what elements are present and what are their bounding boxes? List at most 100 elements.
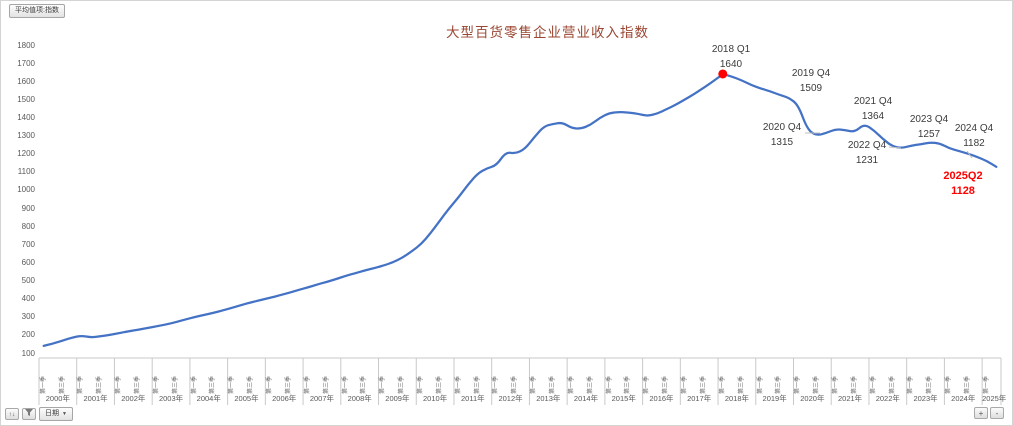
x-axis-year-label: 2022年	[875, 394, 900, 403]
annotation-category: 2020 Q4	[762, 122, 802, 133]
y-axis-tick-label: 1000	[17, 185, 35, 195]
x-axis-quarter-label: 第三季	[625, 375, 632, 394]
annotation-value: 1640	[719, 58, 743, 70]
x-axis-quarter-label: 第一季	[493, 375, 500, 394]
x-axis-quarter-label: 第三季	[210, 375, 217, 394]
date-field-label: 日期	[45, 410, 59, 417]
x-axis-quarter-label: 第三季	[436, 375, 443, 394]
x-axis-quarter-label: 第一季	[153, 375, 160, 394]
sort-arrows-icon: ↑↓	[8, 410, 16, 418]
x-axis-quarter-label: 第三季	[361, 375, 368, 394]
x-axis-quarter-label: 第三季	[663, 375, 670, 394]
x-axis-year-label: 2013年	[536, 394, 561, 403]
x-axis-quarter-label: 第三季	[135, 375, 142, 394]
x-axis-quarter-label: 第一季	[417, 375, 424, 394]
x-axis-year-label: 2002年	[121, 394, 146, 403]
x-axis-quarter-label: 第一季	[191, 375, 198, 394]
y-axis-tick-label: 400	[21, 294, 35, 304]
x-axis-year-label: 2014年	[573, 394, 599, 403]
x-axis-year-label: 2025年	[982, 394, 1007, 403]
x-axis-quarter-label: 第一季	[116, 375, 123, 394]
x-axis-quarter-label: 第一季	[908, 375, 915, 394]
x-axis-quarter-label: 第三季	[700, 375, 707, 394]
filter-button[interactable]	[22, 408, 36, 420]
y-axis-tick-label: 1600	[17, 76, 35, 86]
chevron-down-icon: ▼	[62, 411, 67, 417]
data-annotation: 2019 Q4 1509	[751, 67, 871, 96]
y-axis-tick-label: 1200	[17, 149, 35, 159]
annotation-category: 2024 Q4	[954, 123, 994, 134]
annotation-category: 2018 Q1	[711, 44, 751, 55]
x-axis-quarter-label: 第三季	[738, 375, 745, 394]
x-axis-year-label: 2024年	[951, 394, 976, 403]
x-axis-quarter-label: 第一季	[870, 375, 877, 394]
x-axis-quarter-label: 第三季	[248, 375, 255, 394]
x-axis-quarter-label: 第三季	[512, 375, 519, 394]
x-axis-quarter-label: 第一季	[568, 375, 575, 394]
data-annotation: 2020 Q4 1315	[722, 121, 842, 150]
date-axis-field-button[interactable]: 日期 ▼	[39, 407, 73, 421]
x-axis-quarter-label: 第一季	[682, 375, 689, 394]
annotation-category: 2019 Q4	[791, 68, 831, 79]
x-axis-quarter-label: 第三季	[964, 375, 971, 394]
annotation-category: 2022 Q4	[847, 140, 887, 151]
value-field-label: 平均值项:指数	[15, 7, 59, 14]
x-axis-year-label: 2020年	[800, 394, 825, 403]
x-axis-year-label: 2004年	[196, 394, 221, 403]
x-axis-quarter-label: 第一季	[719, 375, 726, 394]
expand-field-button[interactable]: +	[974, 407, 988, 419]
y-axis-tick-label: 200	[21, 330, 35, 340]
value-field-button[interactable]: 平均值项:指数	[9, 4, 65, 18]
x-axis-quarter-label: 第一季	[832, 375, 839, 394]
y-axis-tick-label: 500	[21, 276, 35, 286]
x-axis-quarter-label: 第一季	[455, 375, 462, 394]
x-axis-year-label: 2009年	[385, 394, 410, 403]
x-axis-quarter-label: 第三季	[59, 375, 66, 394]
x-axis-quarter-label: 第一季	[78, 375, 85, 394]
data-annotation: 2024 Q4 1182	[914, 122, 1012, 151]
x-axis-quarter-label: 第一季	[229, 375, 236, 394]
minus-icon: -	[995, 408, 999, 418]
x-axis-quarter-label: 第三季	[776, 375, 783, 394]
collapse-field-button[interactable]: -	[990, 407, 1004, 419]
x-axis-year-label: 2010年	[423, 394, 448, 403]
x-axis-quarter-label: 第一季	[795, 375, 802, 394]
x-axis-quarter-label: 第三季	[814, 375, 821, 394]
y-axis-tick-label: 100	[21, 348, 35, 358]
annotation-category: 2025Q2	[943, 170, 983, 182]
x-axis-quarter-label: 第一季	[946, 375, 953, 394]
annotation-leader-line	[888, 146, 902, 149]
x-axis-year-label: 2007年	[309, 394, 335, 403]
x-axis-year-label: 2016年	[649, 394, 674, 403]
data-annotation: 2018 Q1 1640	[671, 43, 791, 72]
x-axis-quarter-label: 第一季	[342, 375, 349, 394]
y-axis-tick-label: 1400	[17, 112, 35, 122]
annotation-category: 2021 Q4	[853, 96, 893, 107]
x-axis-quarter-label: 第三季	[172, 375, 179, 394]
y-axis-tick-label: 300	[21, 312, 35, 322]
x-axis-year-label: 2017年	[687, 394, 712, 403]
x-axis-quarter-label: 第三季	[587, 375, 594, 394]
y-axis-tick-label: 1100	[17, 167, 35, 177]
x-axis-quarter-label: 第三季	[323, 375, 330, 394]
x-axis-quarter-label: 第一季	[644, 375, 651, 394]
y-axis-tick-label: 1300	[17, 131, 35, 141]
annotation-value: 1509	[799, 82, 823, 94]
sort-button[interactable]: ↑↓	[5, 408, 19, 420]
y-axis-tick-label: 1500	[17, 94, 35, 104]
x-axis-quarter-label: 第三季	[285, 375, 292, 394]
x-axis-year-label: 2008年	[347, 394, 372, 403]
y-axis-tick-label: 1800	[17, 40, 35, 50]
funnel-icon	[24, 409, 34, 419]
annotation-value: 1257	[917, 128, 941, 140]
x-axis-quarter-label: 第一季	[757, 375, 764, 394]
x-axis-quarter-label: 第一季	[304, 375, 311, 394]
annotation-value: 1364	[861, 110, 885, 122]
x-axis-quarter-label: 第一季	[267, 375, 274, 394]
x-axis-quarter-label: 第三季	[97, 375, 104, 394]
x-axis-year-label: 2003年	[158, 394, 184, 403]
x-axis-year-label: 2018年	[724, 394, 749, 403]
x-axis-year-label: 2005年	[234, 394, 259, 403]
